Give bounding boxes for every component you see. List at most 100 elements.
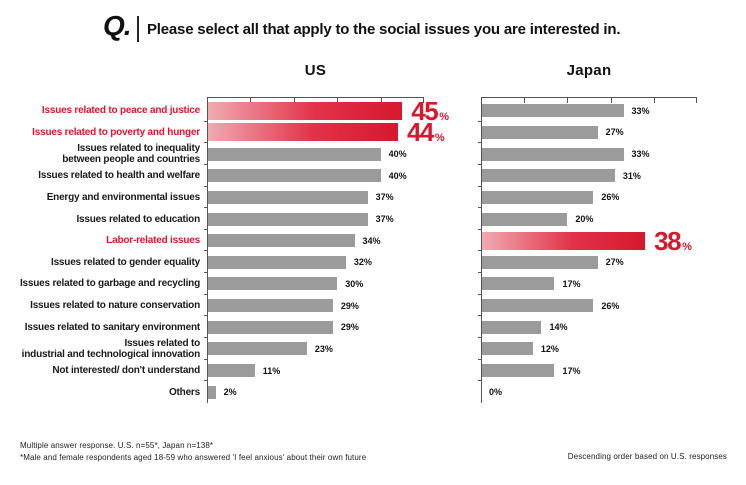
us-value-label-10: 29% xyxy=(340,322,359,333)
category-label: Issues related to gender equality xyxy=(50,256,200,268)
japan-column-header: Japan xyxy=(566,62,612,79)
japan-bar-0 xyxy=(482,104,624,118)
row-axis-tick xyxy=(204,228,207,230)
category-label-row: Issues related to industrial and technol… xyxy=(0,337,201,360)
us-value-label-6: 34% xyxy=(362,235,381,246)
japan-bar-12 xyxy=(482,364,555,377)
row-axis-tick xyxy=(478,358,481,360)
category-label-row: Labor-related issues xyxy=(0,230,200,252)
us-value-label-4: 37% xyxy=(375,192,394,203)
category-label-row: Energy and environmental issues xyxy=(0,187,201,209)
us-bar-2 xyxy=(208,147,381,161)
japan-bar-4 xyxy=(482,190,594,204)
us-value-label-13: 2% xyxy=(223,387,237,398)
us-bar-4 xyxy=(208,190,368,204)
japan-value-label-10: 14% xyxy=(549,322,568,333)
japan-value-label-11: 12% xyxy=(540,343,559,354)
japan-value-label-9: 26% xyxy=(601,300,620,311)
us-value-label-7: 32% xyxy=(353,257,372,268)
category-label-row: Issues related to poverty and hunger xyxy=(0,122,200,144)
percent-sign: % xyxy=(682,240,692,253)
japan-bar-7 xyxy=(482,255,598,269)
category-label-row: Issues related to gender equality xyxy=(0,251,200,273)
highlight-number: 44 xyxy=(406,117,434,148)
japan-value-label-4: 26% xyxy=(601,192,620,203)
japan-bar-5 xyxy=(482,212,568,226)
category-label: Issues related to peace and justice xyxy=(41,105,200,117)
japan-bar-11 xyxy=(482,342,533,356)
japan-bar-2 xyxy=(482,147,624,161)
us-bar-11 xyxy=(208,342,307,356)
category-label-row: Issues related to garbage and recycling xyxy=(0,273,200,295)
japan-value-label-0: 33% xyxy=(631,105,650,116)
us-value-label-9: 29% xyxy=(340,300,359,311)
japan-bar-chart: 33% 27% 33% 31% 26% 20% 38% 27% 17% 26% 14% 12% 17% 0… xyxy=(478,97,697,403)
row-axis-tick xyxy=(204,315,207,317)
question-mark-label: Q. xyxy=(103,10,132,41)
row-axis-tick xyxy=(204,250,207,252)
us-value-label-2: 40% xyxy=(388,149,407,160)
axis-tick xyxy=(696,98,697,103)
axis-tick xyxy=(423,98,424,103)
footnote-line-2: *Male and female respondents aged 18-59 … xyxy=(20,453,367,463)
percent-sign: % xyxy=(439,110,449,123)
axis-tick xyxy=(481,98,482,103)
axis-tick xyxy=(653,98,655,103)
row-axis-tick xyxy=(204,380,207,382)
us-bar-3 xyxy=(208,169,381,183)
us-value-label-5: 37% xyxy=(375,214,394,225)
japan-value-highlight-6: 38% xyxy=(654,228,692,254)
axis-tick xyxy=(293,98,295,103)
category-label: Issues related to education xyxy=(76,213,200,225)
row-axis-tick xyxy=(204,272,207,274)
japan-bar-6 xyxy=(482,231,646,250)
category-label: Issues related to garbage and recycling xyxy=(19,278,200,290)
category-labels: Issues related to peace and justice Issue… xyxy=(0,97,203,403)
row-axis-tick xyxy=(204,185,207,187)
us-bar-13 xyxy=(208,385,216,399)
category-label: Not interested/ don't understand xyxy=(52,364,200,376)
axis-tick xyxy=(207,98,208,103)
row-axis-tick xyxy=(478,142,481,144)
japan-value-label-2: 33% xyxy=(631,149,650,160)
row-axis-tick xyxy=(204,207,207,209)
category-label-row: Issues related to education xyxy=(0,208,200,230)
category-label-row: Issues related to peace and justice xyxy=(0,100,200,122)
row-axis-tick xyxy=(478,315,481,317)
row-axis-tick xyxy=(478,228,481,230)
japan-value-label-8: 17% xyxy=(562,278,581,289)
category-label-row: Issues related to sanitary environment xyxy=(0,316,200,338)
category-label-row: Others xyxy=(0,381,200,403)
japan-bar-3 xyxy=(482,169,615,183)
category-label-row: Issues related to health and welfare xyxy=(0,165,200,187)
axis-tick xyxy=(610,98,612,103)
row-axis-tick xyxy=(478,380,481,382)
row-axis-tick xyxy=(204,358,207,360)
japan-value-label-3: 31% xyxy=(622,170,641,181)
japan-bar-9 xyxy=(482,299,594,313)
axis-tick xyxy=(250,98,252,103)
axis-tick xyxy=(567,98,569,103)
us-bar-5 xyxy=(208,212,368,226)
us-bar-chart: 45% 44% 40% 40% 37% 37% 34% 32% 30% 29% 29% 23% 11% 2… xyxy=(204,97,449,403)
footnote-line-1: Multiple answer response. U.S. n=55*, Ja… xyxy=(20,441,214,450)
sort-order-note: Descending order based on U.S. responses xyxy=(567,452,727,461)
japan-value-label-12: 17% xyxy=(562,365,581,376)
category-label: Energy and environmental issues xyxy=(46,191,201,203)
us-bar-6 xyxy=(208,234,355,248)
row-axis-tick xyxy=(204,120,207,122)
category-label-row: Issues related to inequality between peo… xyxy=(0,143,200,165)
us-value-label-8: 30% xyxy=(345,278,364,289)
category-label: Issues related to health and welfare xyxy=(38,170,200,182)
japan-top-axis-line xyxy=(481,97,697,98)
row-axis-tick xyxy=(204,163,207,165)
us-value-highlight-0: 45% xyxy=(411,98,449,124)
japan-left-axis-line xyxy=(481,97,482,403)
category-label: Issues related to industrial and technol… xyxy=(21,337,201,360)
japan-bar-10 xyxy=(482,320,542,334)
axis-tick xyxy=(337,98,339,103)
category-label-row: Not interested/ don't understand xyxy=(0,360,200,382)
row-axis-tick xyxy=(478,337,481,339)
row-axis-tick xyxy=(478,272,481,274)
